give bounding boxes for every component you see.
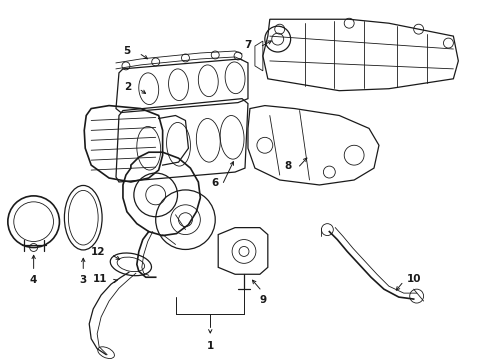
Text: 2: 2 [123, 82, 131, 92]
Text: 11: 11 [92, 274, 107, 284]
Text: 6: 6 [210, 178, 218, 188]
Text: 12: 12 [90, 247, 105, 257]
Text: 5: 5 [123, 46, 131, 56]
Text: 9: 9 [259, 295, 266, 305]
Text: 8: 8 [284, 161, 291, 171]
Text: 7: 7 [244, 40, 251, 50]
Text: 1: 1 [206, 341, 213, 351]
Text: 4: 4 [30, 275, 37, 285]
Text: 3: 3 [80, 275, 87, 285]
Text: 10: 10 [406, 274, 420, 284]
